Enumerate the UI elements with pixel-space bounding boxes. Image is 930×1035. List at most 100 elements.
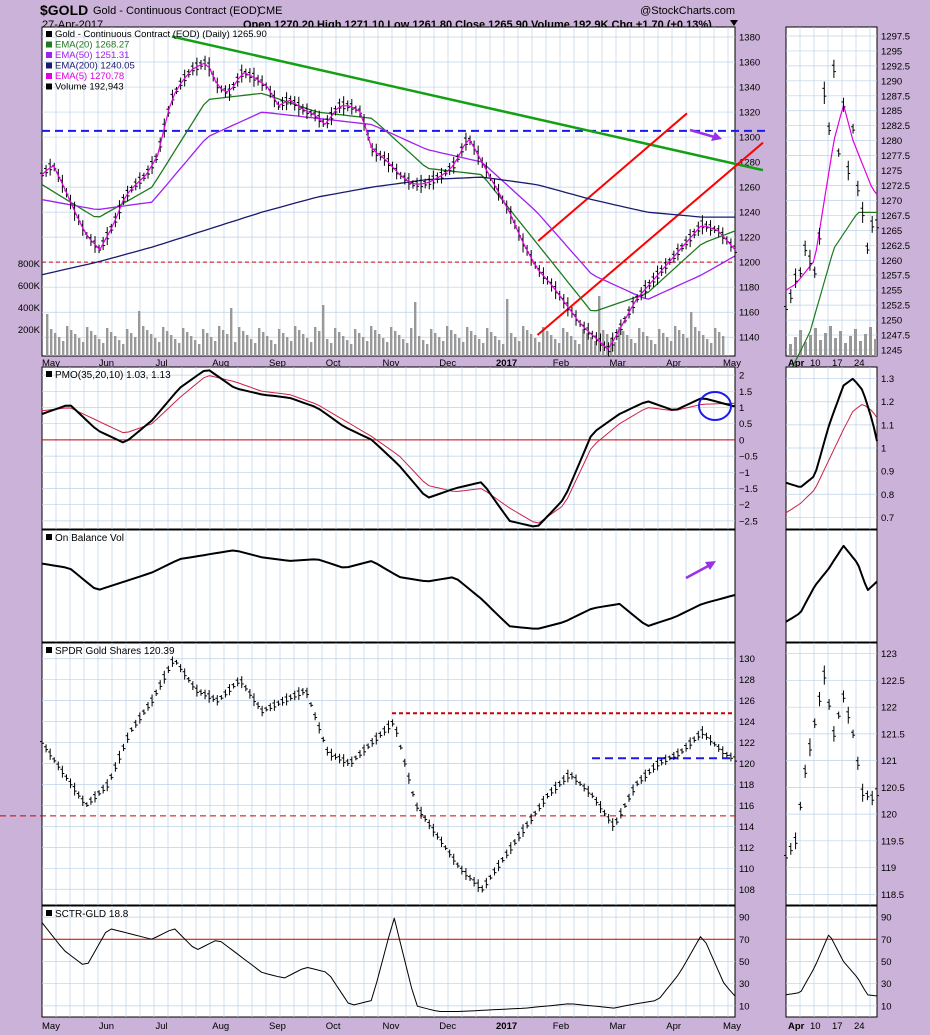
pmo-line xyxy=(41,369,736,528)
inset-volume-bar xyxy=(799,330,802,356)
volume-bar xyxy=(638,328,641,356)
volume-bar xyxy=(62,341,65,356)
volume-bar xyxy=(398,335,401,356)
volume-bar xyxy=(58,337,61,356)
volume-bar xyxy=(274,344,277,356)
inset-gold-y-tick-label: 1245 xyxy=(881,346,902,357)
inset-volume-bar xyxy=(869,327,872,356)
inset-sctr-y-tick-label: 50 xyxy=(881,957,892,968)
inset-gld-y-tick-label: 122.5 xyxy=(881,676,905,687)
volume-bar xyxy=(102,343,105,356)
legend-swatch xyxy=(46,534,52,540)
volume-bar xyxy=(54,333,57,356)
inset-inset-sctr: 10 30 50 70 90 Apr 10 17 24 xyxy=(785,905,892,1032)
inset-gold-y-tick-label: 1252.5 xyxy=(881,301,910,312)
legend-swatch xyxy=(46,41,52,48)
volume-bar xyxy=(314,327,317,356)
x-tick-label: Jun xyxy=(99,358,114,369)
volume-bar xyxy=(206,333,209,356)
volume-bar xyxy=(486,328,489,356)
channel-lower-line xyxy=(536,141,764,336)
volume-bar xyxy=(78,338,81,356)
gold-price-y-tick-label: 1280 xyxy=(739,158,760,169)
volume-bar xyxy=(230,308,233,356)
inset-ema20-line xyxy=(785,211,877,381)
volume-bar xyxy=(370,326,373,356)
volume-bar xyxy=(650,340,653,356)
inset-gold-y-tick-label: 1257.5 xyxy=(881,271,910,282)
inset-gold-y-tick-label: 1267.5 xyxy=(881,211,910,222)
sctr-y-tick-label: 30 xyxy=(739,979,750,990)
volume-bar xyxy=(442,341,445,356)
volume-bar xyxy=(590,337,593,356)
gld-y-tick-label: 126 xyxy=(739,696,755,707)
volume-bar xyxy=(374,330,377,356)
volume-bar xyxy=(238,327,241,356)
volume-bar xyxy=(150,334,153,356)
panel-title: PMO(35,20,10) 1.03, 1.13 xyxy=(55,370,171,381)
inset-gld-y-tick-label: 121 xyxy=(881,756,897,767)
inset-pmo-y-tick-label: 0.7 xyxy=(881,513,894,524)
volume-bar xyxy=(582,329,585,356)
inset-gld-y-tick-label: 123 xyxy=(881,649,897,660)
inset-inset-obv xyxy=(785,529,878,643)
volume-bar xyxy=(242,331,245,356)
sctr-y-tick-label: 10 xyxy=(739,1001,750,1012)
legend-swatch xyxy=(46,910,52,916)
volume-bar xyxy=(478,339,481,356)
legend-swatch xyxy=(46,52,52,58)
caret-down-icon[interactable] xyxy=(730,20,738,26)
inset-gold-y-tick-label: 1262.5 xyxy=(881,241,910,252)
volume-bar xyxy=(562,328,565,356)
legend-swatch xyxy=(46,31,52,37)
inset-x-tick-label: Apr xyxy=(788,1021,805,1032)
volume-bar xyxy=(614,342,617,356)
volume-bar xyxy=(450,330,453,356)
volume-bar xyxy=(430,329,433,356)
volume-bar xyxy=(506,299,509,356)
volume-bar xyxy=(722,336,725,356)
x-tick-label: Nov xyxy=(383,358,400,369)
exchange-label: CME xyxy=(258,5,282,17)
x-tick-label: Jul xyxy=(156,358,168,369)
volume-bar xyxy=(630,339,633,356)
volume-bar xyxy=(134,337,137,356)
x-tick-label: Aug xyxy=(212,358,229,369)
volume-bar xyxy=(474,335,477,356)
inset-volume-bar xyxy=(874,339,877,356)
volume-bar xyxy=(626,335,629,356)
pmo-y-tick-label: −2 xyxy=(739,500,750,511)
volume-bar xyxy=(422,340,425,356)
volume-bar xyxy=(522,326,525,356)
volume-bar xyxy=(658,329,661,356)
sctr-line xyxy=(41,917,736,1012)
volume-bar xyxy=(286,337,289,356)
volume-bar xyxy=(342,336,345,356)
volume-bar xyxy=(70,330,73,356)
legend-swatch xyxy=(46,371,52,377)
obv-title: On Balance Vol xyxy=(46,533,124,544)
volume-bar xyxy=(178,343,181,356)
inset-pmo-y-tick-label: 0.8 xyxy=(881,490,894,501)
volume-bar xyxy=(282,333,285,356)
volume-bar xyxy=(142,326,145,356)
volume-bar xyxy=(262,332,265,356)
volume-bar xyxy=(710,343,713,356)
volume-bar xyxy=(670,341,673,356)
volume-bar xyxy=(594,341,597,356)
gld-y-tick-label: 122 xyxy=(739,738,755,749)
pmo-y-tick-label: 2 xyxy=(739,371,744,382)
volume-bar xyxy=(126,329,129,356)
volume-bars xyxy=(46,296,725,356)
inset-gold-y-tick-label: 1247.5 xyxy=(881,331,910,342)
volume-bar xyxy=(514,337,517,356)
inset-gold-y-tick-label: 1285 xyxy=(881,106,902,117)
volume-tick-label: 800K xyxy=(18,259,41,270)
volume-bar xyxy=(550,335,553,356)
x-tick-label: Jun xyxy=(99,1021,114,1032)
inset-x-tick-label: Apr xyxy=(788,358,805,369)
gld-title: SPDR Gold Shares 120.39 xyxy=(46,646,175,657)
volume-bar xyxy=(546,331,549,356)
volume-bar xyxy=(106,328,109,356)
volume-bar xyxy=(162,327,165,356)
